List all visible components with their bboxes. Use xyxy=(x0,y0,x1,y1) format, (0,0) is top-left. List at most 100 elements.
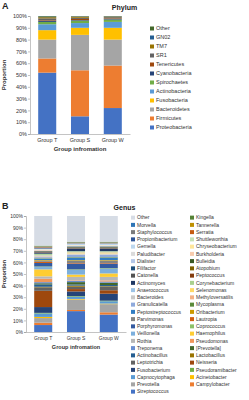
tick: 50% xyxy=(13,271,26,277)
legend-swatch xyxy=(131,390,135,394)
legend-label: Actinobacillus xyxy=(137,352,168,358)
bar-segment xyxy=(100,245,118,247)
bar-segment xyxy=(34,251,52,252)
legend-swatch xyxy=(190,295,194,299)
bar-segment xyxy=(71,28,89,35)
bar-segment xyxy=(34,262,52,263)
legend-label: Shuttleworthia xyxy=(196,236,228,242)
tick-label: Group S xyxy=(70,137,91,143)
tick: Group W xyxy=(99,332,119,341)
legend-label: Lautropia xyxy=(196,316,217,322)
legend-item: Pseudomonas xyxy=(190,338,228,344)
bar-segment xyxy=(34,255,52,257)
chart-title: Phylum xyxy=(112,4,137,12)
bar-segment xyxy=(71,20,89,22)
tick-mark xyxy=(24,239,26,240)
bar-segment xyxy=(100,243,118,244)
legend-swatch xyxy=(190,237,194,241)
legend-item: TM7 xyxy=(150,43,167,49)
bar-segment xyxy=(67,284,85,285)
legend-swatch xyxy=(131,310,135,314)
bar-segment xyxy=(100,253,118,254)
legend-item: Fusobacteria xyxy=(150,97,189,103)
bar-segment xyxy=(100,247,118,249)
bar-segment xyxy=(38,16,56,18)
bar-segment xyxy=(71,17,89,18)
bar-segment xyxy=(100,258,118,260)
series xyxy=(38,35,122,70)
legend-item: Granulicatella xyxy=(131,301,168,307)
bar-segment xyxy=(100,248,118,249)
legend-label: Parvimonas xyxy=(137,316,164,322)
legend-swatch xyxy=(190,375,194,379)
tick-mark xyxy=(24,320,26,321)
legend-label: Bacteroides xyxy=(137,294,164,300)
tick-mark xyxy=(28,87,30,88)
bars-clip xyxy=(38,16,122,134)
bar-segment xyxy=(104,18,122,20)
tick-mark xyxy=(28,40,30,41)
tick-label: 50% xyxy=(16,72,27,78)
legend-item: Bacteroidetes xyxy=(150,106,190,112)
tick: 90% xyxy=(16,25,30,31)
bar-segment xyxy=(104,40,122,66)
legend-swatch xyxy=(150,27,154,31)
bars-clip xyxy=(34,216,118,332)
tick-mark xyxy=(24,274,26,275)
tick: 100% xyxy=(10,213,26,219)
legend-label: Lactobacillus xyxy=(196,352,225,358)
bar-segment xyxy=(67,281,85,282)
y-axis: 0%10%20%30%40%50%60%70%80%90%100% xyxy=(13,13,31,137)
bar-segment xyxy=(67,243,85,244)
legend-swatch xyxy=(190,339,194,343)
legend-label: Other xyxy=(137,214,150,220)
legend-label: Selenomonas xyxy=(196,287,227,293)
legend-swatch xyxy=(190,274,194,278)
bar-segment xyxy=(100,245,118,246)
legend-swatch xyxy=(131,303,135,307)
bar-segment xyxy=(34,248,52,250)
bar-segment xyxy=(104,66,122,108)
legend-item: Actinomyces xyxy=(131,280,166,286)
bar-segment xyxy=(67,249,85,251)
series xyxy=(34,246,118,251)
series xyxy=(34,247,118,252)
legend-label: Tenericutes xyxy=(156,61,184,67)
bar-segment xyxy=(34,325,52,332)
bar-segment xyxy=(34,257,52,258)
bar-segment xyxy=(34,216,52,246)
legend-label: Catonella xyxy=(137,272,158,278)
bar-segment xyxy=(100,246,118,247)
bar-segment xyxy=(34,250,52,251)
legend-item: Fusobacterium xyxy=(131,367,170,373)
bar-segment xyxy=(34,246,52,247)
bar-segment xyxy=(104,28,122,40)
bar-segment xyxy=(100,244,118,245)
axis-line xyxy=(27,332,127,333)
legend-item: Atopobium xyxy=(190,265,220,271)
bar-segment xyxy=(100,242,118,243)
tick-mark xyxy=(28,110,30,111)
bar-segment xyxy=(71,18,89,19)
legend-item: Paludibacter xyxy=(131,251,165,257)
tick: 100% xyxy=(13,13,30,19)
legend-swatch xyxy=(131,245,135,249)
tick: 30% xyxy=(16,96,30,102)
bar-segment xyxy=(100,273,118,276)
tick: 20% xyxy=(13,306,26,312)
bar-segment xyxy=(104,20,122,22)
bar-segment xyxy=(67,300,85,310)
bar-segment xyxy=(100,280,118,281)
panel: 0%10%20%30%40%50%60%70%80%90%100%Group T… xyxy=(1,1,193,152)
legend-swatch xyxy=(150,108,154,112)
legend-label: [Prevotella] xyxy=(196,345,222,351)
legend-label: Acinetobacter xyxy=(196,374,227,380)
legend: OtherKingellaMorvellaTannerellaStaphyloc… xyxy=(131,214,237,394)
legend-item: Mycoplasma xyxy=(190,301,224,307)
bar-segment xyxy=(34,284,52,286)
legend-item: Veillonella xyxy=(131,330,160,336)
bar-segment xyxy=(71,19,89,20)
legend-item: Dialister xyxy=(131,258,155,264)
bar-segment xyxy=(34,251,52,252)
tick: 60% xyxy=(16,60,30,66)
